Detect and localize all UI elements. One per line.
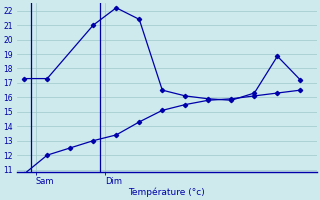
X-axis label: Température (°c): Température (°c)	[129, 187, 205, 197]
